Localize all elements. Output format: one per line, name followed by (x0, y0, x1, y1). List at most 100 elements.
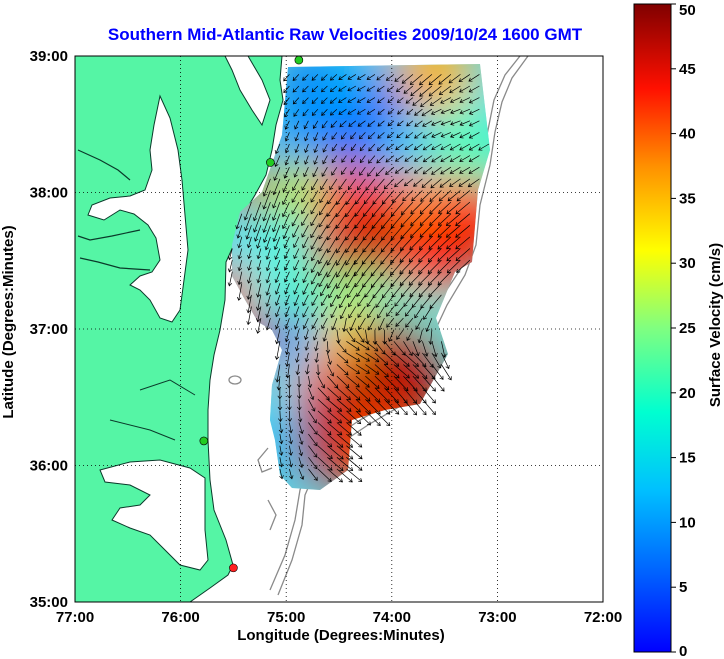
vector-arrow-165 (422, 155, 433, 163)
vector-arrow-544 (422, 352, 434, 368)
vector-arrow-335 (446, 236, 461, 250)
x-tick-label-1: 76:00 (161, 609, 199, 626)
vector-arrow-424 (337, 283, 347, 300)
vector-arrow-175 (312, 167, 319, 178)
vector-arrow-218 (281, 190, 290, 205)
vector-arrow-471 (386, 306, 395, 317)
vector-arrow-320 (310, 236, 319, 250)
vector-arrow-642 (288, 445, 293, 456)
vector-arrow-36 (419, 85, 433, 97)
vector-arrow-612 (412, 399, 427, 416)
vector-arrow-285 (445, 213, 461, 227)
vector-arrow-23 (302, 85, 309, 93)
vector-arrow-20 (468, 74, 480, 82)
vector-arrow-616 (297, 410, 303, 423)
vector-arrow-209 (413, 178, 423, 187)
vector-arrow-590 (355, 387, 371, 402)
vector-arrow-217 (272, 190, 281, 209)
vector-arrow-370 (293, 259, 300, 271)
vector-arrow-267 (281, 213, 290, 230)
vector-arrow-18 (448, 74, 461, 84)
vector-arrow-104 (468, 120, 480, 127)
vector-arrow-38 (438, 85, 452, 95)
vector-arrow-638 (327, 433, 344, 448)
vector-arrow-589 (346, 387, 361, 401)
vector-arrow-512 (274, 341, 281, 361)
colorbar-tick-label-3: 35 (679, 190, 696, 207)
vector-arrow-477 (265, 318, 271, 331)
vector-arrow-443 (320, 294, 328, 307)
x-tick-label-4: 73:00 (478, 609, 516, 626)
station-marker-2 (199, 436, 209, 446)
vector-arrow-467 (348, 306, 357, 319)
vector-arrow-388 (456, 259, 471, 273)
vector-arrow-581 (431, 375, 445, 392)
vector-arrow-69 (338, 108, 347, 115)
vector-arrow-28 (347, 85, 357, 92)
vector-arrow-420 (302, 283, 309, 295)
vector-arrow-72 (366, 108, 376, 115)
vector-arrow-470 (376, 306, 385, 319)
vector-arrow-48 (338, 97, 347, 103)
vector-arrow-97 (406, 120, 414, 127)
vector-arrow-106 (294, 132, 300, 142)
vector-arrow-68 (329, 108, 338, 116)
vector-arrow-121 (431, 132, 442, 138)
vector-arrow-9 (366, 74, 376, 80)
vector-arrow-520 (355, 341, 370, 351)
vector-arrow-633 (278, 434, 284, 445)
vector-arrow-648 (346, 445, 363, 460)
vector-arrow-51 (366, 97, 376, 103)
vector-arrow-661 (317, 468, 332, 482)
vector-arrow-654 (327, 457, 344, 472)
vector-arrow-109 (322, 132, 328, 141)
vector-arrow-233 (420, 190, 433, 202)
vector-arrow-65 (302, 108, 309, 117)
vector-arrow-563 (431, 364, 444, 380)
vector-arrow-34 (403, 85, 414, 94)
vector-arrow-647 (336, 445, 354, 460)
vector-arrow-615 (287, 410, 293, 423)
vector-arrow-203 (357, 178, 366, 191)
vector-arrow-554 (346, 364, 361, 374)
vector-arrow-441 (302, 294, 309, 307)
vector-arrow-280 (400, 213, 414, 228)
vector-arrow-558 (384, 364, 400, 379)
vector-arrow-7 (347, 74, 357, 80)
vector-arrow-305 (400, 225, 414, 240)
vector-arrow-395 (283, 271, 290, 283)
vector-arrow-321 (318, 236, 328, 252)
vector-arrow-101 (440, 120, 452, 126)
vector-arrow-144 (440, 143, 452, 151)
vector-arrow-146 (459, 143, 471, 151)
vector-arrow-350 (345, 248, 357, 266)
vector-arrow-235 (438, 190, 452, 202)
vector-arrow-90 (339, 120, 347, 128)
vector-arrow-163 (404, 155, 414, 162)
vector-arrow-652 (308, 457, 318, 470)
vector-arrow-516 (314, 341, 319, 352)
vector-arrow-201 (338, 178, 347, 191)
vector-arrow-604 (336, 399, 352, 412)
vector-arrow-660 (308, 468, 318, 481)
vector-arrow-61 (459, 97, 471, 104)
vector-arrow-311 (455, 225, 471, 238)
vector-arrow-583 (287, 387, 292, 399)
vector-arrow-459 (275, 306, 281, 318)
vector-arrow-151 (294, 155, 300, 165)
vector-arrow-10 (376, 74, 385, 81)
vector-arrow-632 (346, 422, 362, 436)
vector-arrow-344 (293, 248, 300, 260)
vector-arrow-656 (346, 457, 363, 471)
vector-arrow-369 (283, 259, 290, 271)
vector-arrow-133 (341, 143, 347, 152)
x-axis-ticks: 77:00 76:00 75:00 74:00 73:00 72:00 (56, 609, 622, 626)
vector-arrow-45 (311, 97, 319, 104)
vector-arrow-458 (265, 306, 271, 318)
vector-arrow-572 (346, 375, 360, 388)
vector-arrow-158 (359, 155, 366, 164)
vector-arrow-492 (405, 317, 414, 328)
vector-arrow-190 (449, 166, 461, 174)
vector-arrow-118 (405, 132, 414, 139)
vector-arrow-119 (414, 132, 423, 139)
